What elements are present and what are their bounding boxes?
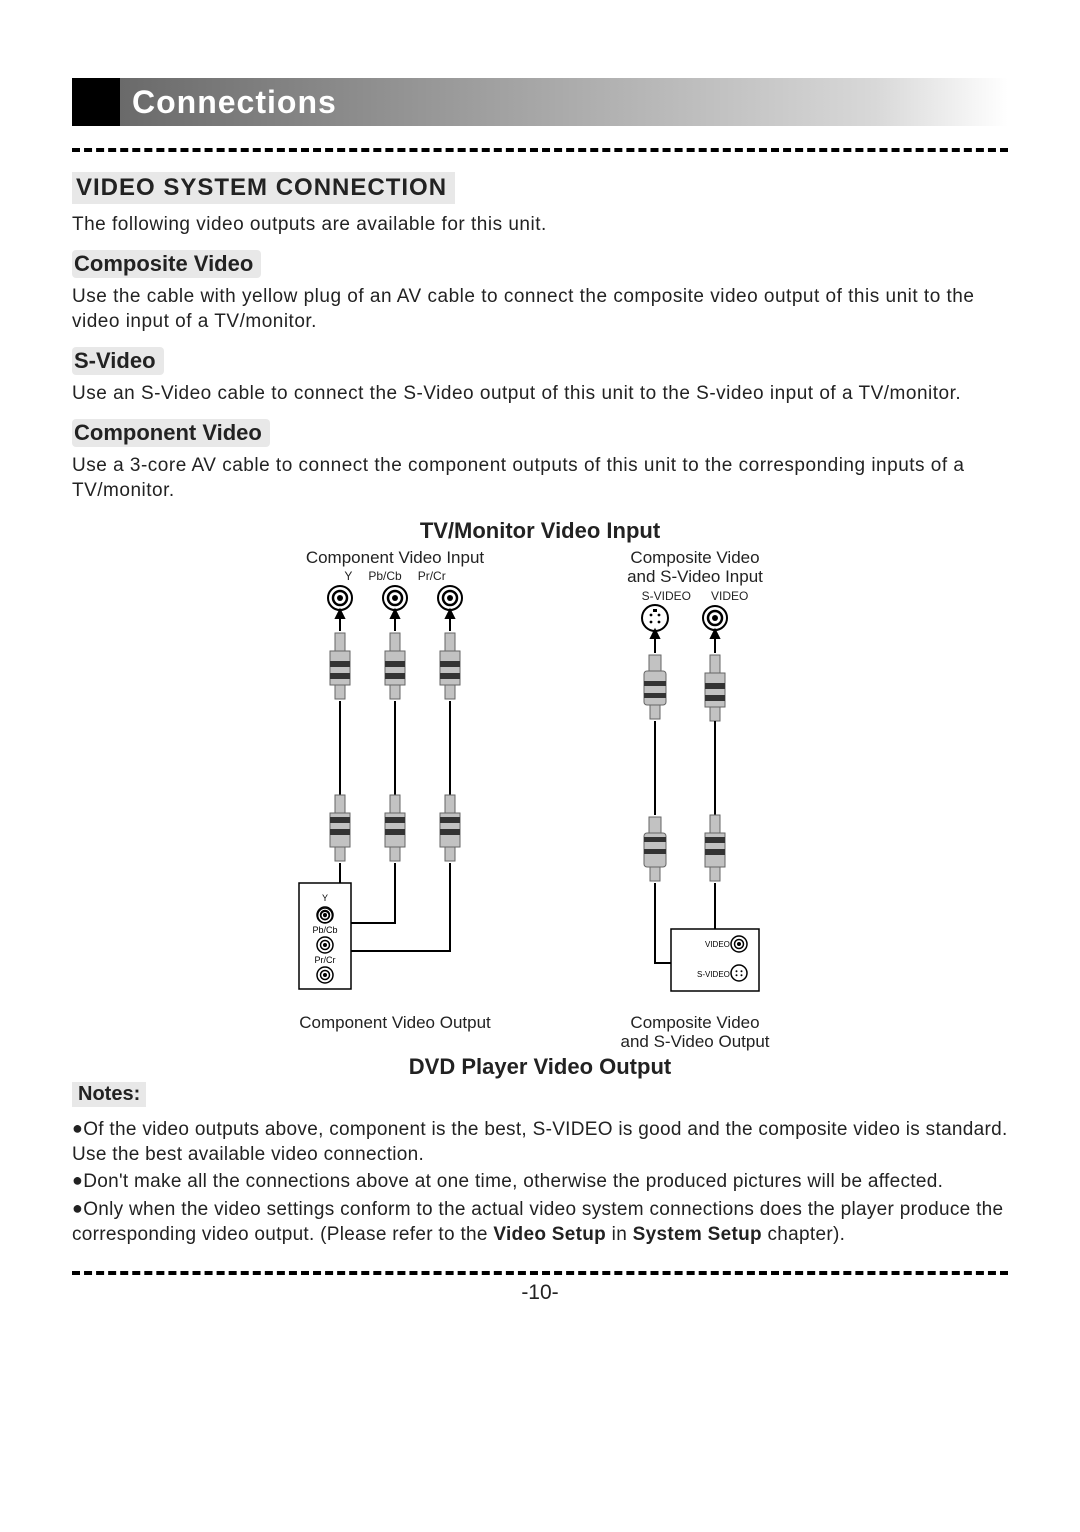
notes-heading: Notes: [72, 1082, 146, 1107]
diagram-top-title: TV/Monitor Video Input [72, 518, 1008, 544]
svg-text:S-VIDEO: S-VIDEO [697, 970, 730, 979]
svg-text:Pb/Cb: Pb/Cb [312, 925, 337, 935]
divider-top [72, 148, 1008, 152]
left-top-label: Component Video Input [306, 548, 484, 568]
svg-text:Y: Y [322, 893, 328, 903]
diagram-area: TV/Monitor Video Input Component Video I… [72, 518, 1008, 1080]
title-accent-block [72, 78, 120, 126]
bullet-icon: ● [72, 1118, 83, 1138]
diagram-bottom-title: DVD Player Video Output [72, 1054, 1008, 1080]
composite-svideo-cable-diagram: VIDEO S-VIDEO [605, 603, 785, 1013]
note-tail: chapter). [762, 1224, 845, 1245]
page-title: Connections [120, 78, 1008, 126]
note-text-1: Of the video outputs above, component is… [72, 1119, 1008, 1165]
intro-text: The following video outputs are availabl… [72, 212, 1008, 238]
right-top-label1: Composite Video [630, 548, 759, 568]
svg-text:VIDEO: VIDEO [705, 940, 730, 949]
right-pin-labels: S-VIDEO VIDEO [642, 589, 749, 603]
left-bottom-label: Component Video Output [299, 1013, 491, 1033]
composite-text: Use the cable with yellow plug of an AV … [72, 284, 1008, 335]
right-bottom-label2: and S-Video Output [620, 1032, 769, 1052]
note-mid: in [606, 1224, 633, 1245]
component-cable-diagram: Y Pb/Cb Pr/Cr [295, 583, 495, 1013]
pin-label-video: VIDEO [711, 589, 748, 603]
pin-label-pbcb: Pb/Cb [368, 569, 401, 583]
note-item: ●Only when the video settings conform to… [72, 1197, 1008, 1247]
diagram-right-column: Composite Video and S-Video Input S-VIDE… [605, 548, 785, 1052]
left-pin-labels: Y Pb/Cb Pr/Cr [344, 569, 445, 583]
right-top-label2: and S-Video Input [627, 567, 763, 587]
heading-video-system: VIDEO SYSTEM CONNECTION [72, 172, 455, 204]
note-text-2: Don't make all the connections above at … [83, 1171, 943, 1192]
divider-bottom [72, 1271, 1008, 1275]
heading-composite: Composite Video [72, 250, 261, 278]
note-item: ●Don't make all the connections above at… [72, 1169, 1008, 1195]
note-bold-2: System Setup [633, 1224, 762, 1245]
note-item: ●Of the video outputs above, component i… [72, 1117, 1008, 1167]
bullet-icon: ● [72, 1198, 83, 1218]
bullet-icon: ● [72, 1170, 83, 1190]
heading-component: Component Video [72, 419, 270, 447]
diagram-left-column: Component Video Input Y Pb/Cb Pr/Cr [295, 548, 495, 1052]
note-bold-1: Video Setup [493, 1224, 606, 1245]
pin-label-svideo: S-VIDEO [642, 589, 691, 603]
notes-list: ●Of the video outputs above, component i… [72, 1117, 1008, 1247]
right-bottom-label1: Composite Video [630, 1013, 759, 1033]
svideo-text: Use an S-Video cable to connect the S-Vi… [72, 381, 1008, 407]
svg-text:Pr/Cr: Pr/Cr [315, 955, 336, 965]
heading-svideo: S-Video [72, 347, 164, 375]
pin-label-y: Y [344, 569, 352, 583]
page-number: -10- [72, 1281, 1008, 1305]
component-text: Use a 3-core AV cable to connect the com… [72, 453, 1008, 504]
title-bar: Connections [72, 78, 1008, 126]
diagram-row: Component Video Input Y Pb/Cb Pr/Cr [72, 548, 1008, 1052]
pin-label-prcr: Pr/Cr [418, 569, 446, 583]
